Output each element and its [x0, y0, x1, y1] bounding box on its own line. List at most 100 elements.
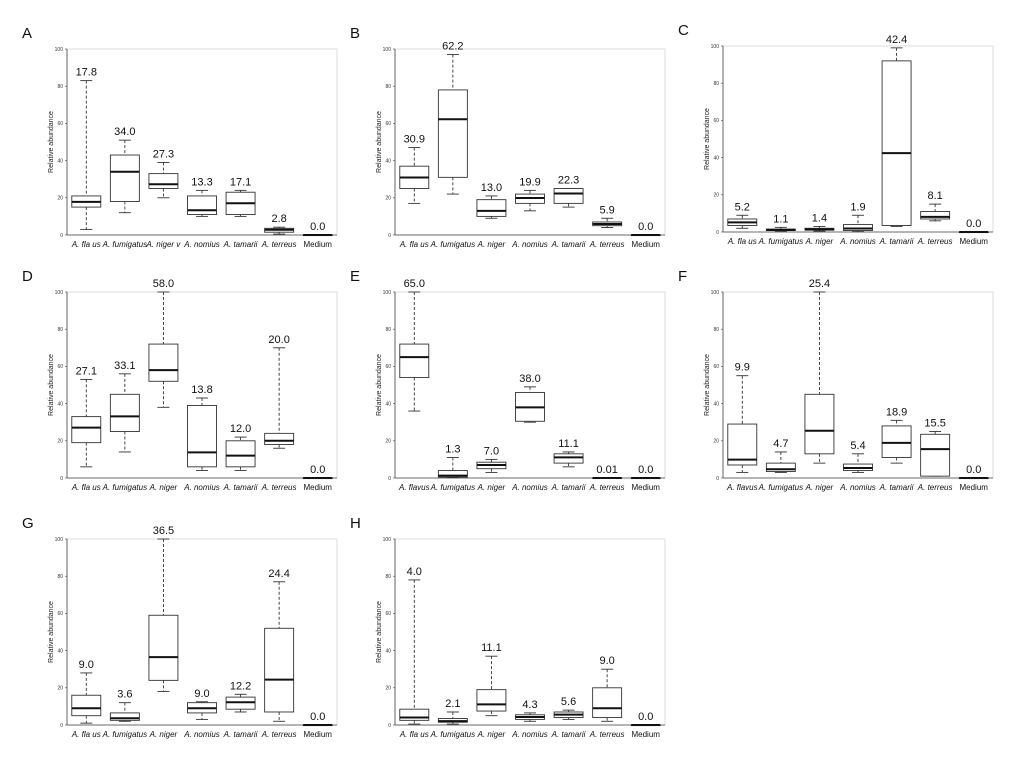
y-tick-label: 40: [713, 155, 719, 161]
box-3: [804, 225, 835, 232]
box-3: [476, 195, 507, 219]
box-1: [727, 214, 758, 229]
x-category-label: A. niger: [477, 730, 506, 739]
data-label: 27.3: [153, 148, 174, 160]
y-tick-label: 20: [713, 439, 719, 445]
x-category-label: A. fla us: [71, 240, 101, 249]
x-category-label: A. terreus: [917, 483, 953, 492]
x-category-label: A. nomius: [511, 483, 548, 492]
x-category-label: A. niger v: [146, 240, 182, 249]
y-tick-label: 100: [55, 47, 64, 53]
iqr-box: [553, 188, 584, 204]
x-category-label: A. tamarii: [551, 483, 586, 492]
box-5: [225, 436, 256, 472]
y-tick-label: 60: [385, 121, 391, 127]
data-label: 34.0: [114, 126, 135, 138]
box-7: [958, 231, 989, 234]
y-tick-label: 20: [385, 686, 391, 692]
box-7: [630, 724, 661, 727]
iqr-box: [71, 416, 102, 444]
x-category-label: A. niger: [149, 730, 178, 739]
iqr-box: [399, 708, 430, 721]
x-category-label: Medium: [959, 237, 988, 246]
data-label: 4.0: [407, 566, 422, 578]
box-1: [71, 672, 102, 724]
box-6: [592, 668, 623, 722]
y-tick-label: 60: [57, 611, 63, 617]
y-tick-label: 0: [716, 476, 719, 482]
iqr-box: [399, 343, 430, 379]
x-category-label: A. niger: [805, 237, 834, 246]
box-2: [437, 457, 468, 479]
data-label: 0.0: [638, 711, 653, 723]
box-7: [302, 477, 333, 480]
data-label: 12.0: [230, 423, 251, 435]
data-label: 30.9: [404, 134, 425, 146]
y-tick-label: 0: [388, 233, 391, 239]
data-label: 33.1: [114, 360, 135, 372]
y-tick-label: 40: [385, 401, 391, 407]
data-label: 4.3: [522, 699, 537, 711]
y-tick-label: 80: [385, 327, 391, 333]
data-label: 1.9: [850, 201, 865, 213]
box-7: [302, 234, 333, 237]
x-category-label: A. niger: [477, 240, 506, 249]
y-tick-label: 40: [57, 401, 63, 407]
box-5: [225, 693, 256, 713]
plot-area: [394, 48, 666, 236]
box-7: [302, 724, 333, 727]
data-label: 5.6: [561, 696, 576, 708]
plot-area: [394, 291, 666, 479]
x-category-label: A. fla us: [71, 483, 101, 492]
x-category-label: A. niger: [805, 483, 834, 492]
box-6: [920, 431, 951, 477]
data-label: 0.0: [310, 464, 325, 476]
panel-e: E 0 20 40 60 80 100 Relative abundance 65.0 A. f…: [350, 268, 686, 518]
data-label: 0.0: [638, 221, 653, 233]
y-tick-label: 100: [55, 290, 64, 296]
y-tick-label: 40: [385, 648, 391, 654]
y-tick-label: 80: [385, 84, 391, 90]
x-category-label: A. terreus: [917, 237, 953, 246]
data-label: 3.6: [117, 689, 132, 701]
x-category-label: Medium: [631, 483, 660, 492]
y-tick-label: 0: [388, 476, 391, 482]
iqr-box: [920, 211, 951, 220]
box-1: [71, 80, 102, 230]
data-label: 13.3: [191, 176, 212, 188]
y-tick-label: 0: [60, 476, 63, 482]
data-label: 9.0: [599, 655, 614, 667]
x-category-label: A. fumigatus: [102, 730, 147, 739]
data-label: 0.0: [966, 218, 981, 230]
boxplot-f: 0 20 40 60 80 100 Relative abundance 9.9 A. flav…: [704, 278, 994, 492]
y-axis-label: Relative abundance: [376, 354, 383, 416]
data-label: 0.0: [310, 711, 325, 723]
data-label: 12.2: [230, 680, 251, 692]
data-label: 13.0: [481, 182, 502, 194]
boxplot-e: 0 20 40 60 80 100 Relative abundance 65.0 A. fla…: [376, 278, 666, 492]
data-label: 15.5: [924, 418, 945, 430]
x-category-label: Medium: [631, 730, 660, 739]
x-category-label: A. nomius: [183, 240, 220, 249]
y-axis-label: Relative abundance: [48, 601, 55, 663]
x-category-label: A. terreus: [261, 730, 297, 739]
panel-a: A 0 20 40 60 80 100 Relative abundance 17.8 A. f…: [22, 25, 358, 275]
data-label: 0.01: [596, 464, 617, 476]
iqr-box: [881, 425, 912, 458]
y-tick-label: 100: [383, 290, 392, 296]
iqr-box: [109, 712, 140, 721]
iqr-box: [804, 393, 835, 455]
y-axis-label: Relative abundance: [704, 354, 711, 416]
box-4: [515, 189, 545, 212]
x-category-label: A. fumigatus: [102, 483, 147, 492]
x-category-label: A. nomius: [511, 730, 548, 739]
data-label: 1.3: [445, 444, 460, 456]
data-label: 11.1: [558, 438, 579, 450]
data-label: 22.3: [558, 175, 579, 187]
data-label: 2.8: [271, 213, 286, 225]
box-7: [630, 234, 661, 237]
box-4: [515, 386, 545, 423]
box-5: [881, 419, 912, 464]
iqr-box: [71, 694, 102, 717]
x-category-label: A. tamarii: [223, 240, 258, 249]
